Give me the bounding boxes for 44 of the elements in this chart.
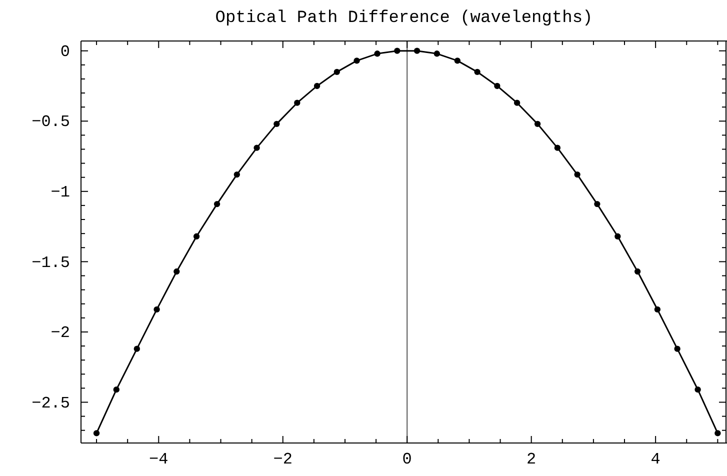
point bbox=[394, 48, 400, 54]
y-tick-label: −1.5 bbox=[32, 254, 70, 272]
point bbox=[154, 306, 160, 313]
point bbox=[614, 233, 621, 240]
point bbox=[354, 58, 360, 64]
point bbox=[294, 100, 300, 106]
point bbox=[174, 268, 180, 275]
x-tick-label: −4 bbox=[149, 450, 168, 469]
point bbox=[374, 50, 380, 57]
point bbox=[534, 120, 541, 128]
point bbox=[334, 68, 340, 76]
point bbox=[474, 68, 480, 76]
y-tick-label: −1 bbox=[50, 184, 70, 202]
x-tick-label: 2 bbox=[526, 450, 536, 469]
point bbox=[134, 346, 140, 352]
x-tick-label: −2 bbox=[273, 450, 292, 469]
point bbox=[654, 306, 661, 313]
y-tick-label: 0 bbox=[60, 42, 70, 61]
point bbox=[574, 171, 580, 178]
x-tick-label: 0 bbox=[402, 450, 412, 469]
point bbox=[714, 430, 721, 436]
point bbox=[554, 144, 561, 151]
point bbox=[214, 200, 220, 208]
point bbox=[634, 268, 641, 275]
point bbox=[193, 233, 200, 240]
point bbox=[314, 82, 320, 90]
y-tick-label: −2 bbox=[50, 324, 70, 342]
y-tick-label: −0.5 bbox=[32, 113, 70, 132]
y-tick-label: −2.5 bbox=[32, 394, 70, 412]
point bbox=[674, 346, 680, 352]
point bbox=[93, 430, 100, 436]
point bbox=[254, 144, 260, 151]
point bbox=[694, 386, 701, 393]
point bbox=[434, 50, 440, 57]
chart-title: Optical Path Difference (wavelengths) bbox=[215, 9, 593, 28]
point bbox=[274, 120, 280, 128]
point bbox=[414, 48, 420, 54]
point bbox=[494, 82, 500, 90]
point bbox=[234, 171, 240, 178]
point bbox=[514, 100, 520, 106]
point bbox=[594, 200, 600, 208]
point bbox=[454, 58, 461, 64]
x-tick-label: 4 bbox=[650, 450, 660, 469]
point bbox=[113, 386, 120, 393]
